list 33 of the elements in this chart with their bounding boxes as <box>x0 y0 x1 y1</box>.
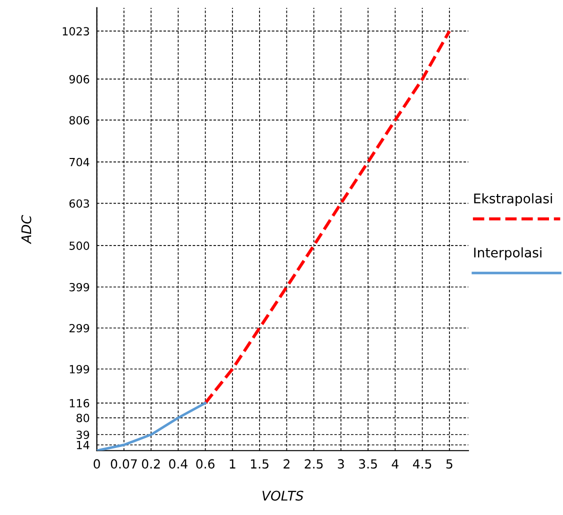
x-tick-label: 3 <box>338 459 344 469</box>
y-tick-label: 39 <box>76 430 90 440</box>
x-tick-label: 0.4 <box>169 459 188 469</box>
y-tick-label: 603 <box>69 199 89 208</box>
y-tick-label: 704 <box>70 158 90 166</box>
y-tick-label: 806 <box>69 116 90 124</box>
y-tick-label: 116 <box>70 399 90 408</box>
y-tick-label: 299 <box>69 324 90 332</box>
y-tick-label: 199 <box>70 364 90 374</box>
text: Ekstrapolasi <box>474 193 552 206</box>
line-series <box>204 30 451 405</box>
x-tick-label: 0 <box>94 459 100 469</box>
y-tick-label: 500 <box>70 242 90 250</box>
x-tick-label: 4.5 <box>412 459 432 469</box>
x-axis-title: VOLTS <box>262 490 304 501</box>
x-tick-label: 2 <box>284 459 290 468</box>
x-tick-label: 3.5 <box>359 459 377 469</box>
y-tick-label: 14 <box>76 441 90 450</box>
x-tick-label: 2.5 <box>304 459 323 469</box>
x-tick-label: 4 <box>392 459 398 468</box>
y-tick-label: 906 <box>69 75 90 84</box>
x-tick-label: 0.07 <box>110 459 137 469</box>
x-tick-label: 5 <box>446 459 452 469</box>
y-tick-label: 80 <box>76 414 90 422</box>
x-tick-label: 1.5 <box>251 459 268 469</box>
x-tick-label: 1 <box>230 459 236 468</box>
y-axis-title: ADC <box>21 215 32 244</box>
x-tick-label: 0.2 <box>142 459 160 469</box>
line-series <box>96 402 207 451</box>
x-tick-label: 0.6 <box>196 459 214 469</box>
y-tick-label: 1023 <box>62 27 89 36</box>
text: Interpolasi <box>474 247 542 260</box>
y-tick-label: 399 <box>70 282 90 292</box>
